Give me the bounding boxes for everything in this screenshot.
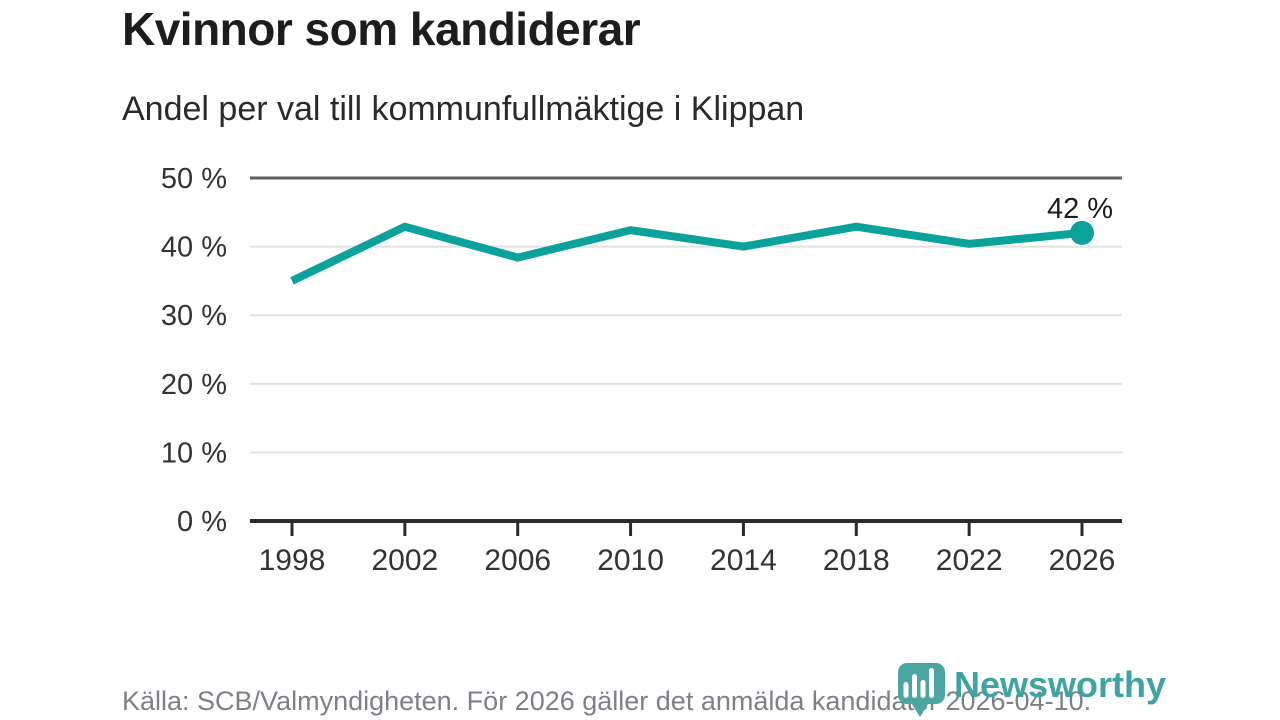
y-tick-label: 40 %	[161, 232, 227, 264]
x-tick-label: 2022	[936, 544, 1003, 577]
newsworthy-logo: Newsworthy	[897, 663, 1166, 718]
data-line	[290, 222, 1083, 285]
y-tick-label: 0 %	[177, 506, 227, 538]
x-tick-label: 2002	[371, 544, 438, 577]
line-chart: 0 % 10 % 20 % 30 % 40 % 50 % 1998 2002 2006 2010 2…	[161, 163, 1122, 577]
endpoint-dot	[1070, 220, 1094, 245]
chart-title: Kvinnor som kandiderar	[122, 3, 641, 55]
chart-subtitle: Andel per val till kommunfullmäktige i K…	[122, 90, 805, 128]
newsworthy-wordmark: Newsworthy	[954, 664, 1167, 705]
x-tick-label: 1998	[259, 544, 326, 577]
x-tick-label: 2010	[597, 544, 664, 577]
x-tick-label: 2018	[823, 544, 890, 577]
x-tick-label: 2014	[710, 544, 777, 577]
y-tick-label: 30 %	[161, 300, 227, 332]
newsworthy-pin-icon	[898, 663, 945, 717]
y-tick-label: 50 %	[161, 163, 227, 195]
x-tick-label: 2026	[1049, 544, 1116, 577]
last-value-label: 42 %	[1047, 193, 1113, 225]
x-tick-label: 2006	[484, 544, 551, 577]
y-tick-label: 10 %	[161, 437, 227, 469]
y-tick-label: 20 %	[161, 369, 227, 401]
